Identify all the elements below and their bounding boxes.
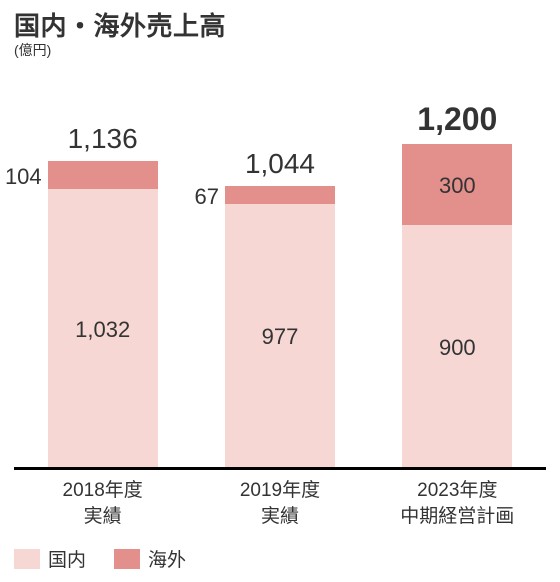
x-axis-label-line1: 2019年度 bbox=[191, 478, 368, 504]
bar-segment-domestic: 900 bbox=[402, 225, 512, 467]
bar-segment-overseas: 67 bbox=[225, 186, 335, 204]
legend-swatch-domestic bbox=[14, 549, 40, 569]
bars-group: 1,1361041,0321,044679771,200300900 bbox=[14, 120, 546, 467]
bar-segment-domestic: 977 bbox=[225, 204, 335, 467]
chart-container: 国内・海外売上高 (億円) 1,136 104 1,032 1,044 67 977 1,2… bbox=[0, 0, 560, 582]
chart-title: 国内・海外売上高 bbox=[14, 6, 226, 43]
x-axis-label-line2: 実績 bbox=[14, 504, 191, 530]
bar-total-label: 1,200 bbox=[369, 101, 546, 138]
bar-value-domestic: 977 bbox=[225, 324, 335, 350]
bar-total-label: 1,044 bbox=[191, 148, 368, 180]
bar-value-overseas: 104 bbox=[0, 164, 42, 190]
x-axis-label-line1: 2018年度 bbox=[14, 478, 191, 504]
bar-value-overseas: 67 bbox=[159, 184, 219, 210]
legend-label-domestic: 国内 bbox=[48, 545, 86, 572]
bar-column: 1,200300900 bbox=[369, 120, 546, 467]
bar-total-label: 1,136 bbox=[14, 123, 191, 155]
bar-value-overseas: 300 bbox=[402, 173, 512, 199]
legend-label-overseas: 海外 bbox=[148, 545, 186, 572]
chart-unit: (億円) bbox=[14, 40, 51, 60]
bar-column: 1,044 67 977 bbox=[191, 120, 368, 467]
bar-value-domestic: 900 bbox=[402, 335, 512, 361]
x-axis-line bbox=[14, 467, 546, 470]
x-axis-label: 2023年度中期経営計画 bbox=[369, 478, 546, 529]
x-axis-label-line2: 実績 bbox=[191, 504, 368, 530]
x-axis-label-line2: 中期経営計画 bbox=[369, 504, 546, 530]
legend: 国内 海外 bbox=[14, 545, 186, 572]
x-axis-label: 2019年度実績 bbox=[191, 478, 368, 529]
legend-swatch-overseas bbox=[114, 549, 140, 569]
plot-area: 1,1361041,0321,044679771,200300900 bbox=[14, 120, 546, 470]
bar-segment-overseas: 300 bbox=[402, 144, 512, 225]
legend-item-overseas: 海外 bbox=[114, 545, 186, 572]
bar-segment-overseas: 104 bbox=[48, 161, 158, 189]
x-axis-labels: 2018年度実績2019年度実績2023年度中期経営計画 bbox=[14, 478, 546, 529]
legend-item-domestic: 国内 bbox=[14, 545, 86, 572]
x-axis-label: 2018年度実績 bbox=[14, 478, 191, 529]
bar-column: 1,136 104 1,032 bbox=[14, 120, 191, 467]
x-axis-label-line1: 2023年度 bbox=[369, 478, 546, 504]
bar-segment-domestic: 1,032 bbox=[48, 189, 158, 467]
bar-value-domestic: 1,032 bbox=[48, 317, 158, 343]
